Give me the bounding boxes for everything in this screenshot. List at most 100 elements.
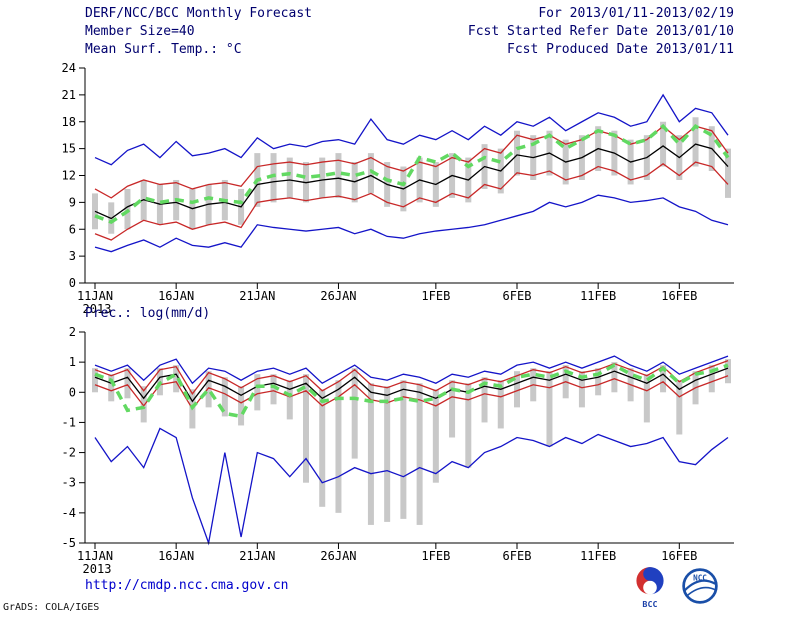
x-tick-label: 6FEB <box>503 289 532 303</box>
header-row-1: DERF/NCC/BCC Monthly Forecast For 2013/0… <box>85 6 734 22</box>
spread-bar <box>643 374 650 423</box>
spread-bar <box>692 117 699 167</box>
spread-bar <box>319 157 326 198</box>
spread-bar <box>676 380 683 435</box>
spread-bar <box>546 371 553 447</box>
y-tick-label: 18 <box>62 115 76 129</box>
x-tick-label: 1FEB <box>421 549 450 563</box>
member-size-label: Member Size=40 <box>85 24 195 39</box>
series-observation <box>94 363 729 419</box>
spread-bar <box>221 377 228 417</box>
spread-bar <box>92 368 98 393</box>
bcc-logo-label: BCC <box>642 599 657 609</box>
spread-bar <box>708 365 715 393</box>
page-title: DERF/NCC/BCC Monthly Forecast <box>85 6 312 21</box>
header-row-2: Member Size=40 Fcst Started Refer Date 2… <box>85 24 734 40</box>
x-tick-label: 1FEB <box>421 289 450 303</box>
series-ensemble-max <box>94 93 729 166</box>
series-minus-std <box>94 161 729 241</box>
x-tick-label: 11FEB <box>580 289 616 303</box>
y-tick-label: -1 <box>62 415 76 429</box>
prec-chart-label: Prec.: log(mm/d) <box>85 306 211 321</box>
x-year-label: 2013 <box>83 562 112 576</box>
fcst-refer-date: Fcst Started Refer Date 2013/01/10 <box>467 24 734 39</box>
y-tick-label: -2 <box>62 446 76 460</box>
spread-bar <box>595 368 602 396</box>
ncc-logo-swoosh-2 <box>686 586 717 597</box>
spread-bar <box>335 380 342 513</box>
spread-bar <box>660 121 667 167</box>
spread-bar <box>108 374 115 402</box>
spread-bar <box>140 386 147 423</box>
spread-bar <box>367 383 374 525</box>
series-ensemble-max <box>94 355 729 385</box>
spread-bar <box>270 153 277 203</box>
spread-bar <box>465 383 472 468</box>
spread-bar <box>481 377 488 423</box>
y-tick-label: 15 <box>62 142 76 156</box>
series-ensemble-mean <box>94 143 729 220</box>
temp-chart-label: Mean Surf. Temp.: °C <box>85 42 242 57</box>
spread-bars-group <box>92 117 731 234</box>
spread-bar <box>270 374 277 405</box>
spread-bar <box>205 371 212 408</box>
series-ensemble-min <box>94 427 729 546</box>
ncc-logo-swoosh-1 <box>683 579 716 592</box>
series-plus-std <box>94 360 729 395</box>
x-tick-label: 11FEB <box>580 549 616 563</box>
spread-bar <box>432 389 439 483</box>
ncc-logo: NCC <box>682 568 718 604</box>
y-tick-label: 3 <box>69 249 76 263</box>
precipitation-chart: -5 -4 -3 -2 -1 0 1 2 11JAN 16JAN 21JAN 26JAN 1FEB 6FE… <box>62 325 734 576</box>
x-tick-label: 16FEB <box>661 289 697 303</box>
x-tick-label: 16JAN <box>158 549 194 563</box>
spread-bar <box>416 383 423 525</box>
y-tick-label: 6 <box>69 222 76 236</box>
forecast-range: For 2013/01/11-2013/02/19 <box>538 6 734 21</box>
spread-bar <box>286 157 293 198</box>
x-tick-label: 26JAN <box>320 289 356 303</box>
spread-bar <box>367 153 374 194</box>
spread-bar <box>497 380 504 429</box>
axes <box>79 67 734 289</box>
x-tick-label: 26JAN <box>320 549 356 563</box>
ncc-logo-globe <box>682 568 718 604</box>
spread-bar <box>400 380 407 519</box>
spread-bar <box>611 362 618 393</box>
bcc-logo: BCC <box>636 567 664 609</box>
y-tick-label: -5 <box>62 536 76 550</box>
spread-bar <box>725 148 731 198</box>
x-tick-label: 16FEB <box>661 549 697 563</box>
spread-bar <box>725 359 731 384</box>
spread-bar <box>254 374 261 411</box>
series-ensemble-min <box>94 194 729 253</box>
source-url-link[interactable]: http://cmdp.ncc.cma.gov.cn <box>85 578 289 593</box>
x-tick-label: 16JAN <box>158 289 194 303</box>
spread-bar <box>660 365 667 393</box>
spread-bar <box>449 380 456 438</box>
spread-bar <box>124 368 131 399</box>
y-tick-label: 21 <box>62 88 76 102</box>
y-tick-label: 0 <box>69 385 76 399</box>
spread-bar <box>578 371 585 408</box>
y-tick-label: 0 <box>69 276 76 290</box>
ncc-logo-label: NCC <box>693 574 707 583</box>
y-tick-label: 2 <box>69 325 76 339</box>
x-year-label: 2013 <box>83 302 112 316</box>
y-tick-label: -3 <box>62 476 76 490</box>
x-tick-label: 6FEB <box>503 549 532 563</box>
spread-bar <box>351 368 358 459</box>
y-tick-label: 24 <box>62 61 76 75</box>
spread-bar <box>335 153 342 198</box>
grads-credit: GrADS: COLA/IGES <box>3 602 100 613</box>
spread-bar <box>319 389 326 507</box>
spread-bar <box>303 374 309 483</box>
header-row-3: Mean Surf. Temp.: °C Fcst Produced Date … <box>85 42 734 58</box>
spread-bar <box>514 371 520 408</box>
series-ensemble-mean <box>94 367 729 403</box>
axes <box>79 331 734 549</box>
y-tick-label: 1 <box>69 355 76 369</box>
spread-bar <box>238 386 245 426</box>
x-tick-label: 21JAN <box>239 549 275 563</box>
